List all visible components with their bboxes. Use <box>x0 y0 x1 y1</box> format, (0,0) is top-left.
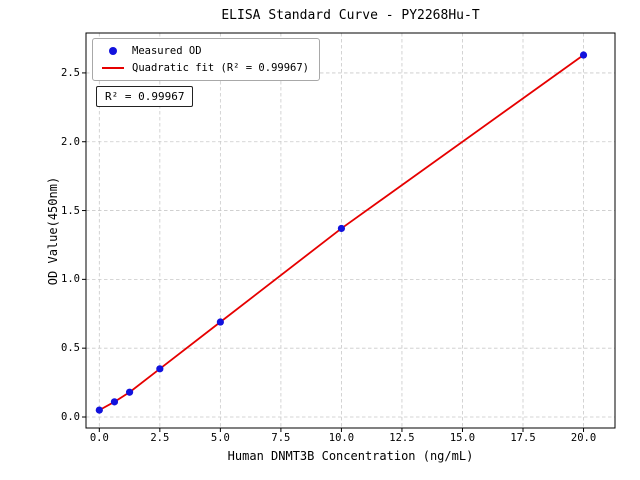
legend-dot-marker <box>109 47 117 55</box>
legend-label-quadratic-fit: Quadratic fit (R² = 0.99967) <box>132 62 310 74</box>
x-tick-label: 0.0 <box>89 432 109 444</box>
x-tick-label: 15.0 <box>449 432 476 444</box>
y-tick-label: 1.0 <box>61 273 80 286</box>
r-squared-annotation: R² = 0.99967 <box>96 86 194 107</box>
legend: Measured OD Quadratic fit (R² = 0.99967) <box>92 38 321 81</box>
y-tick-label: 0.0 <box>61 410 80 423</box>
chart-title: ELISA Standard Curve - PY2268Hu-T <box>221 8 480 23</box>
x-tick-label: 5.0 <box>210 432 230 444</box>
data-point <box>216 318 224 326</box>
x-tick-label: 17.5 <box>510 432 536 444</box>
data-point <box>125 388 134 396</box>
data-point <box>110 398 119 406</box>
x-tick-label: 12.5 <box>389 432 415 444</box>
x-tick-label: 7.5 <box>271 432 291 444</box>
x-axis-label: Human DNMT3B Concentration (ng/mL) <box>227 449 474 463</box>
data-point <box>95 406 103 414</box>
data-point <box>337 224 346 233</box>
y-tick-label: 2.5 <box>61 66 80 79</box>
data-point <box>156 365 164 373</box>
x-tick-label: 10.0 <box>328 432 355 444</box>
legend-line-marker <box>102 67 124 69</box>
y-axis-label: OD Value(450nm) <box>46 176 60 286</box>
legend-label-measured-od: Measured OD <box>132 45 202 57</box>
y-tick-label: 1.5 <box>61 204 80 217</box>
legend-item-measured-od: Measured OD <box>102 45 309 57</box>
x-tick-label: 20.0 <box>570 432 597 444</box>
y-tick-label: 2.0 <box>61 135 80 148</box>
x-tick-label: 2.5 <box>150 432 170 444</box>
axes-frame <box>85 32 616 429</box>
legend-item-quadratic-fit: Quadratic fit (R² = 0.99967) <box>102 62 309 74</box>
y-tick-label: 0.5 <box>61 342 80 355</box>
data-point <box>579 51 588 59</box>
